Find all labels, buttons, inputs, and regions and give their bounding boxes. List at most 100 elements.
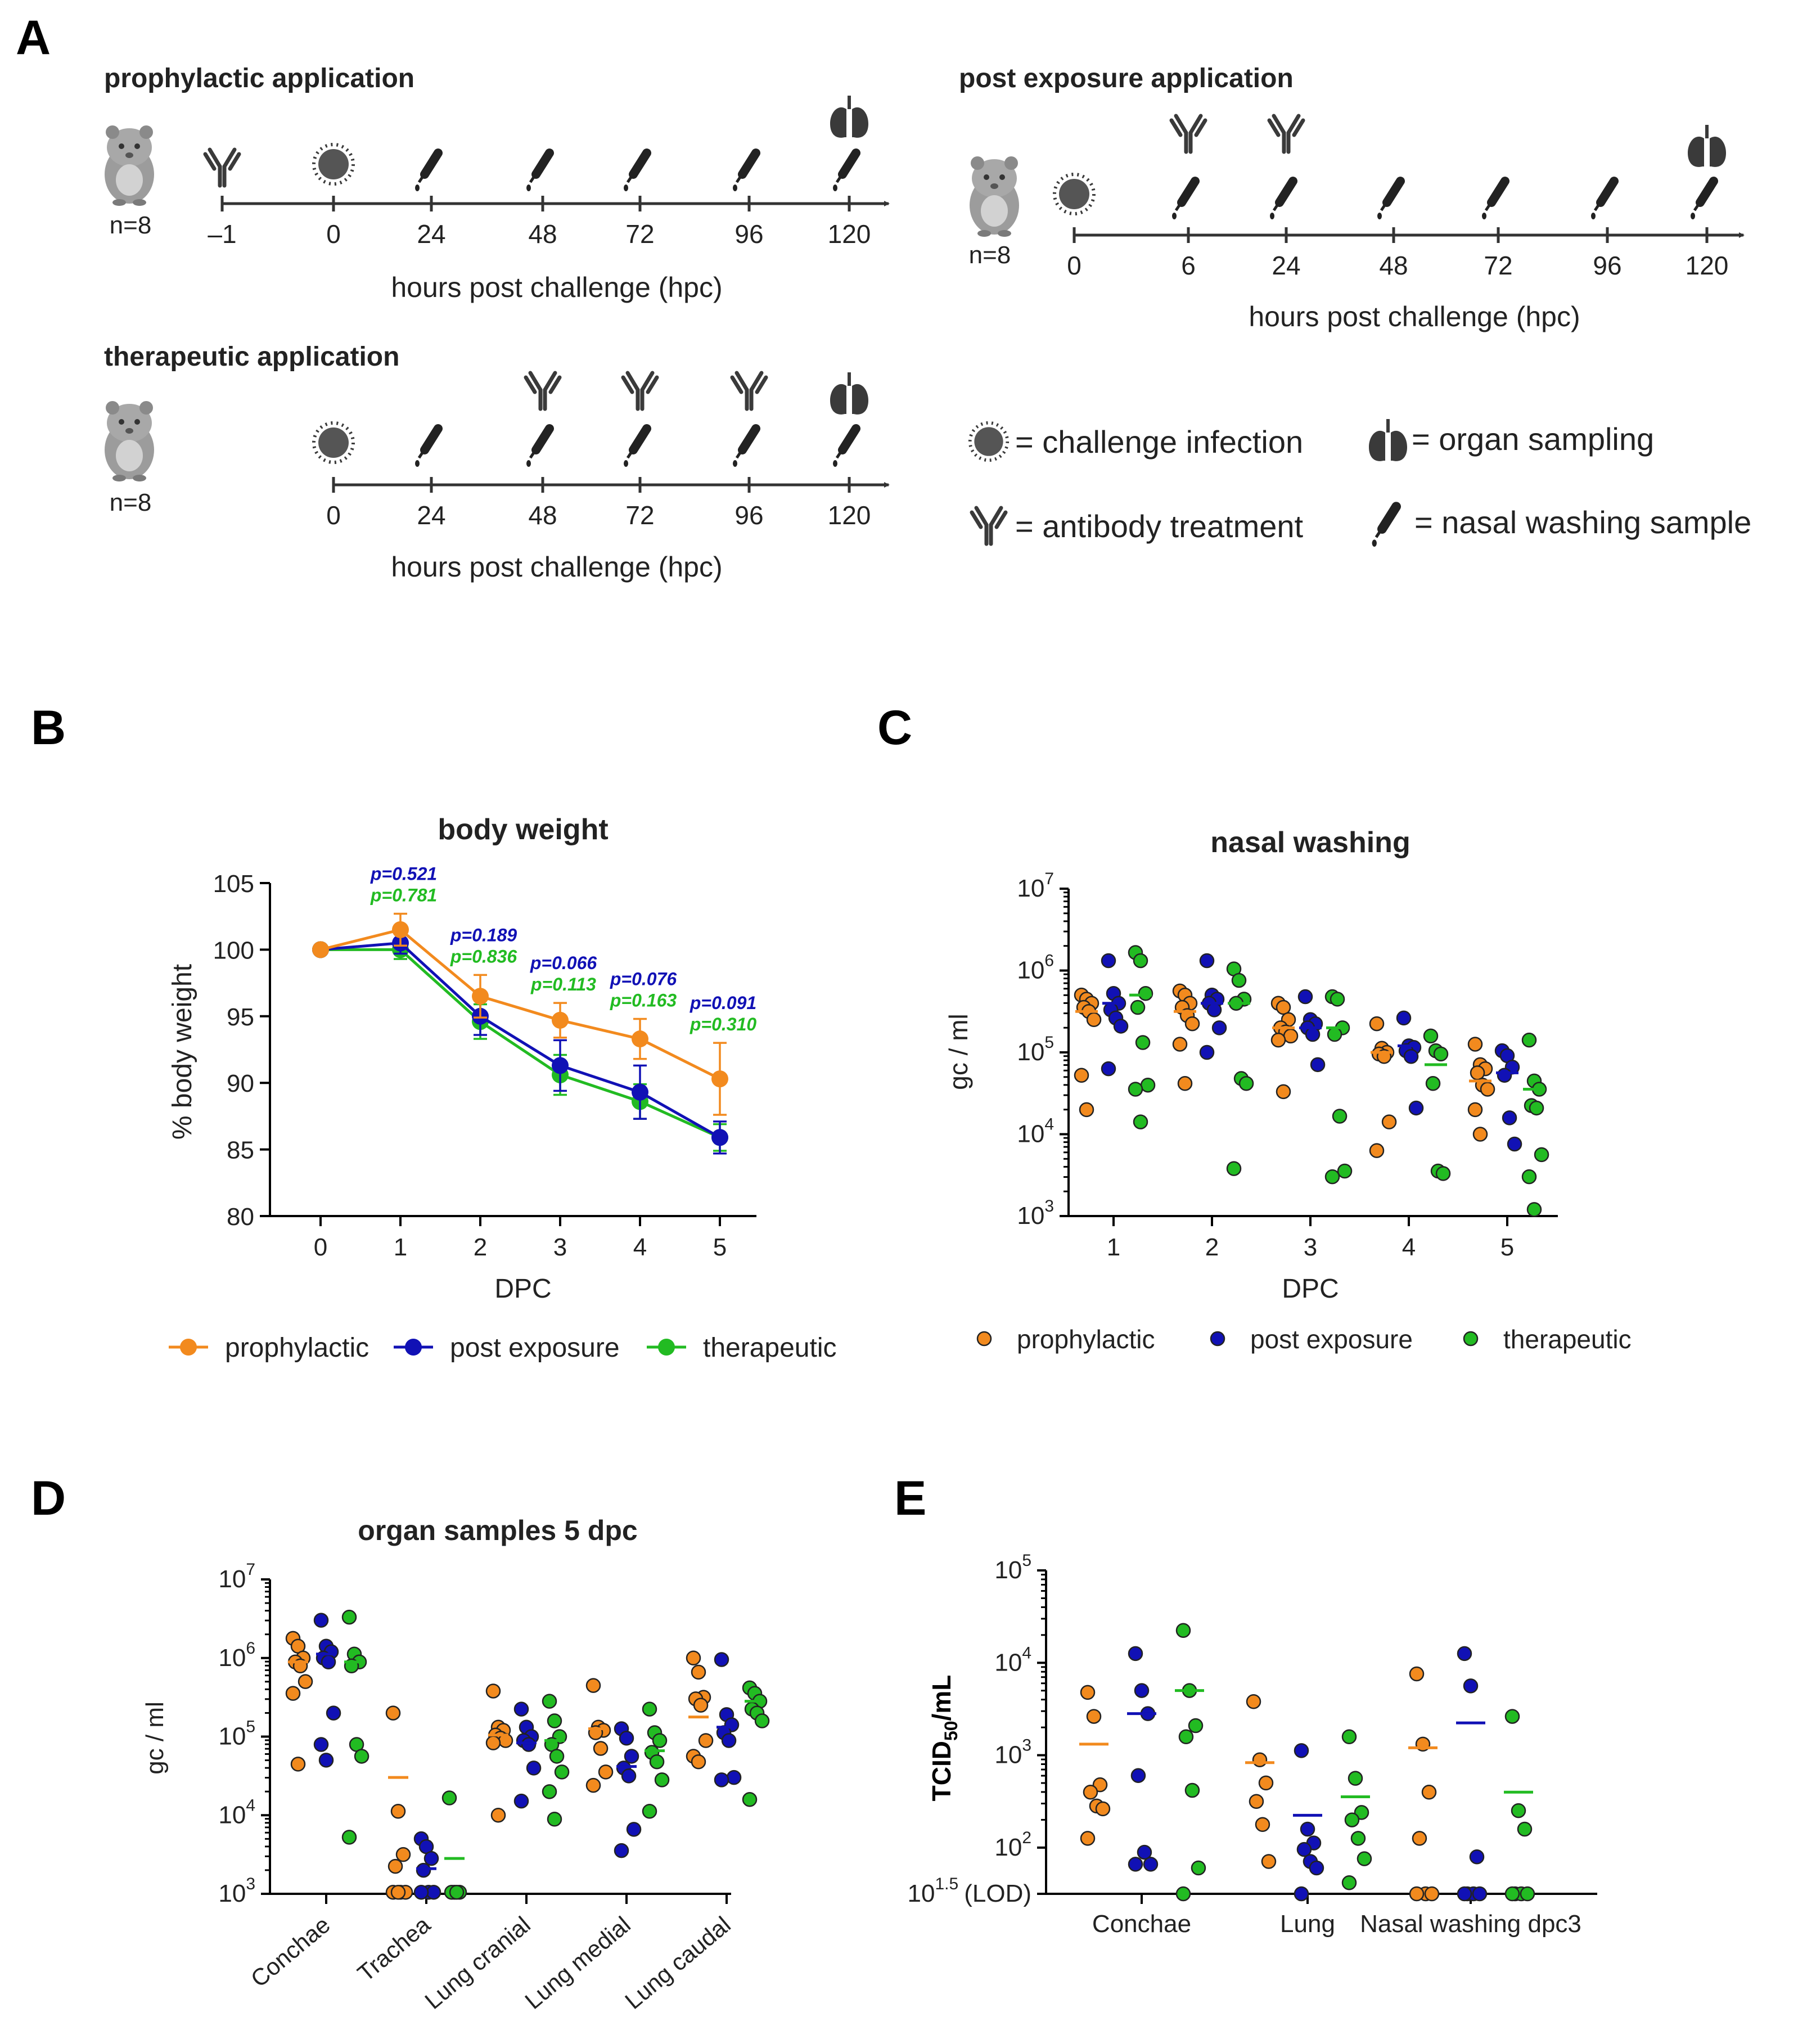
data-point: [1231, 973, 1247, 988]
virus-icon: [314, 145, 353, 184]
x-axis-label: DPC: [494, 1274, 551, 1304]
pvalue-therapeutic: p=0.836: [450, 946, 517, 966]
data-point: [390, 1884, 406, 1900]
data-point: [542, 1784, 557, 1799]
data-point: [624, 1749, 639, 1764]
pipette-icon: [415, 153, 438, 191]
pipette-icon: [1372, 507, 1396, 547]
schematic-prophylactic-title: prophylactic application: [104, 64, 414, 93]
data-point: [1435, 1166, 1451, 1181]
y-tick-label: 103: [218, 1875, 255, 1907]
data-point: [1080, 1685, 1096, 1700]
x-tick-label: 1: [394, 1233, 407, 1261]
legend-label: therapeutic: [703, 1333, 837, 1363]
hamster-icon: [105, 125, 154, 206]
data-point: [614, 1843, 629, 1858]
data-point: [1529, 1100, 1544, 1116]
timeline-tick-label: 24: [417, 219, 445, 249]
data-point: [1261, 1854, 1277, 1869]
x-tick-label: Lung caudal: [620, 1911, 736, 2014]
y-tick-label: 106: [1017, 952, 1054, 984]
legend-marker: [976, 1331, 992, 1347]
x-tick-label: 2: [474, 1233, 487, 1261]
data-point: [1337, 1163, 1353, 1179]
antibody-icon: [526, 373, 560, 409]
data-point: [1175, 1623, 1191, 1638]
y-tick-label: 104: [218, 1796, 255, 1829]
y-tick-label: 100: [213, 937, 254, 964]
series-line-0: [320, 928, 721, 1080]
data-point: [1341, 1875, 1357, 1890]
data-point: [1258, 1775, 1274, 1791]
y-tick-label: 105: [213, 870, 254, 898]
timeline-tick-label: 0: [1067, 251, 1081, 280]
data-point: [1504, 1886, 1520, 1902]
data-point: [513, 1701, 529, 1717]
data-point: [1330, 992, 1345, 1007]
y-tick-label: 103: [994, 1736, 1031, 1769]
data-point: [321, 1654, 336, 1669]
data-point: [1246, 1694, 1261, 1709]
data-point: [585, 1678, 601, 1693]
data-point: [1309, 1860, 1324, 1876]
data-point: [1188, 1718, 1204, 1734]
data-point: [1178, 1729, 1194, 1744]
legend-label: prophylactic: [1017, 1325, 1155, 1354]
data-point: [691, 1664, 706, 1680]
y-tick-label: 80: [227, 1203, 254, 1231]
data-point: [1463, 1678, 1479, 1694]
y-tick-label: 105: [1017, 1033, 1054, 1066]
data-point: [1137, 1844, 1152, 1860]
data-point: [485, 1683, 501, 1699]
data-point: [1128, 1857, 1143, 1872]
data-point: [1425, 1076, 1441, 1091]
data-point: [1199, 953, 1215, 969]
pipette-icon: [415, 429, 438, 467]
data-point: [1283, 1028, 1299, 1044]
data-point: [1140, 1077, 1156, 1093]
data-point: [721, 1733, 737, 1748]
pipette-icon: [733, 153, 756, 191]
data-point: [691, 1754, 706, 1770]
data-point: [585, 1777, 601, 1793]
data-point: [686, 1650, 701, 1665]
y-tick-exponent: 3: [246, 1875, 255, 1893]
data-point: [1457, 1646, 1472, 1662]
data-point: [1350, 1831, 1366, 1846]
data-point: [521, 1737, 537, 1752]
data-point: [326, 1705, 341, 1721]
timeline-tick-label: 120: [828, 219, 871, 249]
data-point: [1086, 1709, 1102, 1724]
timeline-tick-label: 6: [1181, 251, 1196, 280]
pipette-icon: [1377, 181, 1400, 219]
legend-marker: [658, 1339, 675, 1356]
y-tick-label: 95: [227, 1003, 254, 1031]
data-point: [1424, 1886, 1440, 1902]
data-point: [547, 1811, 562, 1827]
data-point: [726, 1770, 742, 1785]
panel-label-d: D: [31, 1471, 66, 1525]
hamster-icon: [105, 401, 154, 481]
data-point: [485, 1735, 501, 1750]
data-point: [1184, 1016, 1200, 1032]
virus-icon: [1055, 174, 1094, 214]
data-point: [1294, 1886, 1309, 1902]
data-point: [1369, 1016, 1385, 1032]
pipette-icon: [1482, 181, 1505, 219]
x-tick-label: Nasal washing dpc3: [1360, 1910, 1581, 1938]
antibody-icon: [1171, 116, 1205, 152]
panel-label-a: A: [16, 11, 51, 65]
data-point: [552, 1011, 569, 1029]
y-tick-label: 104: [1017, 1115, 1054, 1148]
data-point: [1480, 1082, 1495, 1097]
antibody-icon: [205, 150, 239, 186]
data-point: [1083, 1785, 1098, 1800]
data-point: [313, 1737, 329, 1752]
legend-nasal: = nasal washing sample: [1414, 505, 1751, 540]
data-point: [1130, 1768, 1146, 1783]
data-point: [318, 1753, 334, 1768]
data-point: [598, 1764, 614, 1780]
data-point: [1517, 1821, 1533, 1837]
chart-title: nasal washing: [1210, 826, 1410, 859]
data-point: [1526, 1202, 1542, 1217]
